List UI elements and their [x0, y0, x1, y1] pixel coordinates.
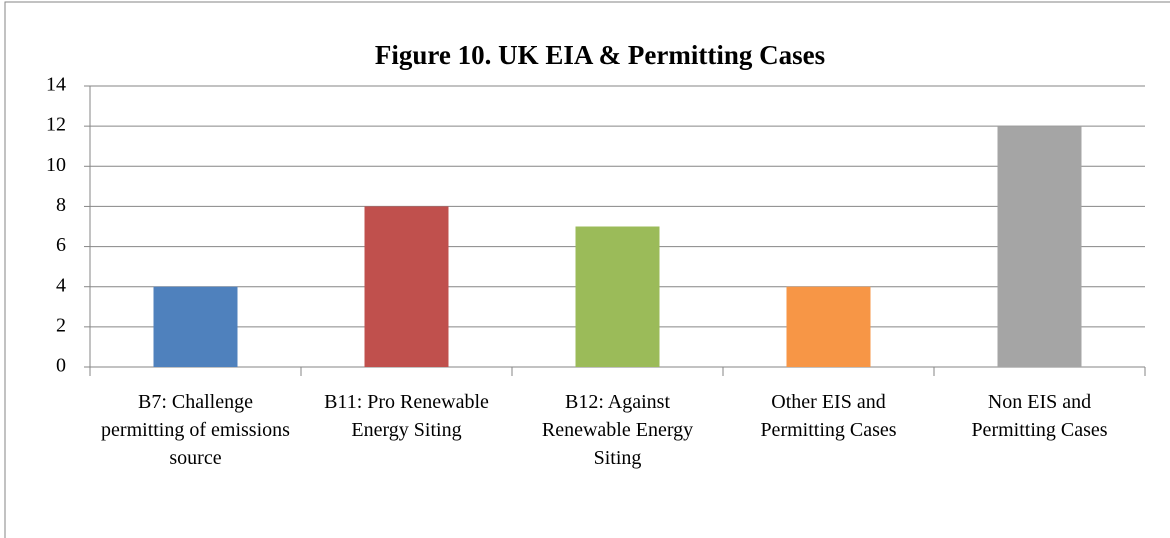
y-tick-label: 6: [56, 234, 66, 256]
x-tick-label: B11: Pro Renewable Energy Siting: [324, 391, 489, 441]
y-tick-label: 10: [46, 154, 66, 176]
bar: [364, 206, 449, 367]
bar: [997, 126, 1082, 368]
x-tick-label: Other EIS and Permitting Cases: [760, 391, 897, 441]
x-tick-label: B12: Against Renewable Energy Siting: [541, 391, 694, 469]
y-tick-label: 0: [56, 355, 66, 377]
y-tick-label: 4: [56, 274, 66, 296]
y-tick-label: 8: [56, 194, 66, 216]
bar: [153, 286, 238, 367]
x-tick-label: B7: Challenge permitting of emissions so…: [101, 391, 290, 469]
y-tick-label: 2: [56, 314, 66, 336]
x-tick-label: Non EIS and Permitting Cases: [971, 391, 1108, 441]
chart-title: Figure 10. UK EIA & Permitting Cases: [375, 40, 825, 70]
y-tick-label: 12: [46, 114, 66, 136]
bar: [786, 286, 871, 367]
y-tick-label: 14: [46, 74, 66, 96]
chart-border: [4, 1, 1170, 538]
bar: [575, 226, 660, 367]
